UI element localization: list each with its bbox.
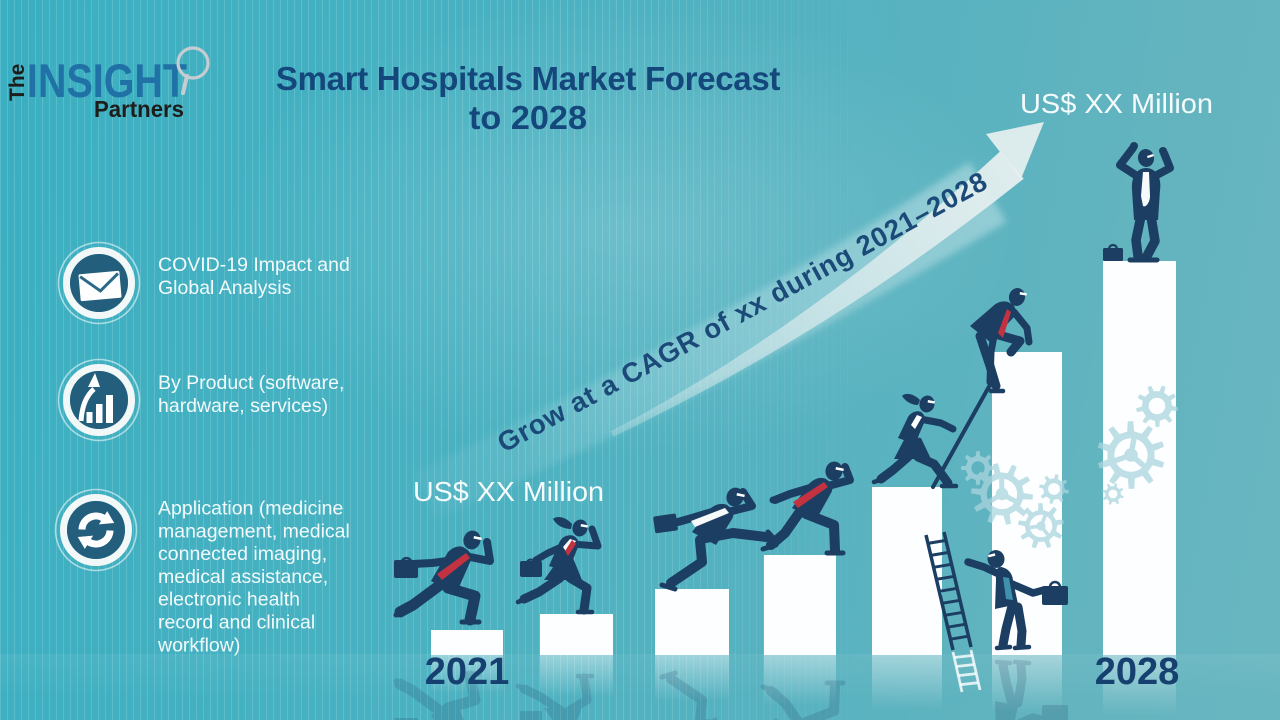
- svg-text:hardware, services): hardware, services): [158, 395, 328, 417]
- svg-text:By Product (software,: By Product (software,: [158, 372, 344, 394]
- svg-text:US$ XX Million: US$ XX Million: [1020, 88, 1213, 119]
- svg-text:US$ XX Million: US$ XX Million: [413, 476, 604, 507]
- svg-text:connected imaging,: connected imaging,: [158, 543, 327, 565]
- svg-text:Application (medicine: Application (medicine: [158, 498, 343, 520]
- svg-text:workflow): workflow): [157, 634, 240, 656]
- svg-text:to 2028: to 2028: [469, 99, 587, 136]
- svg-text:record and clinical: record and clinical: [158, 612, 315, 634]
- svg-text:2028: 2028: [1095, 651, 1180, 693]
- svg-text:COVID-19 Impact and: COVID-19 Impact and: [158, 254, 350, 276]
- svg-text:management, medical: management, medical: [158, 520, 350, 542]
- svg-text:electronic health: electronic health: [158, 589, 300, 611]
- svg-text:2021: 2021: [425, 651, 510, 693]
- svg-text:INSIGHT: INSIGHT: [27, 54, 187, 107]
- svg-text:medical assistance,: medical assistance,: [158, 566, 328, 588]
- svg-text:Global Analysis: Global Analysis: [158, 277, 292, 299]
- svg-text:The: The: [6, 64, 29, 101]
- svg-text:Partners: Partners: [94, 96, 184, 122]
- svg-text:Smart Hospitals Market Forecas: Smart Hospitals Market Forecast: [276, 60, 781, 97]
